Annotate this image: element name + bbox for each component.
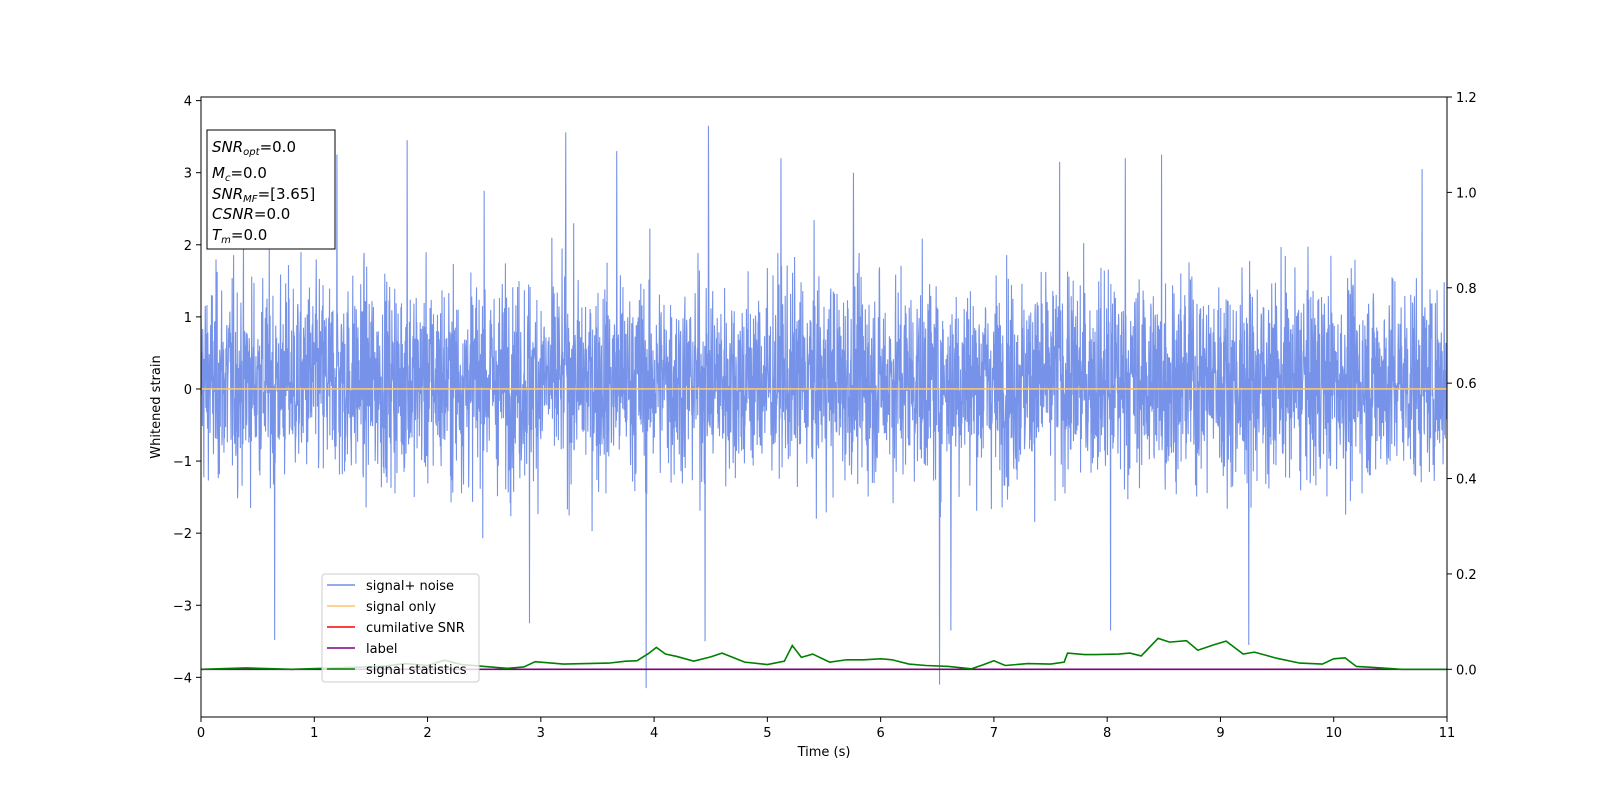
x-tick-label: 8 bbox=[1103, 726, 1111, 741]
info-symbol: M bbox=[212, 164, 225, 182]
y-tick-label: 0 bbox=[184, 383, 192, 398]
legend-label: signal only bbox=[366, 600, 436, 615]
y2-tick-label: 1.2 bbox=[1456, 91, 1477, 106]
y2-tick-label: 0.2 bbox=[1456, 568, 1477, 583]
info-box-line: Mc=0.0 bbox=[212, 164, 267, 184]
info-box: SNRopt=0.0Mc=0.0SNRMF=[3.65]CSNR=0.0Tm=0… bbox=[206, 129, 336, 250]
info-value: =0.0 bbox=[254, 205, 290, 223]
info-value: =0.0 bbox=[230, 164, 266, 182]
x-axis-title: Time (s) bbox=[797, 745, 851, 760]
x-tick-label: 10 bbox=[1325, 726, 1342, 741]
info-subscript: c bbox=[225, 173, 231, 184]
info-value: =0.0 bbox=[260, 138, 296, 156]
legend-frame bbox=[321, 573, 480, 683]
info-box-frame bbox=[206, 129, 336, 250]
x-tick-label: 0 bbox=[197, 726, 205, 741]
y-axis-left: −4 −3 −2 −1 0 1 2 3 4 bbox=[173, 95, 201, 686]
y-tick-label: 3 bbox=[184, 167, 192, 182]
y-tick-label: −1 bbox=[173, 455, 192, 470]
info-subscript: m bbox=[221, 235, 231, 246]
x-tick-label: 1 bbox=[310, 726, 318, 741]
y-axis-title: Whitened strain bbox=[149, 355, 164, 458]
plot-area-frame bbox=[200, 96, 1448, 718]
x-tick-label: 4 bbox=[650, 726, 658, 741]
x-tick-label: 3 bbox=[537, 726, 545, 741]
info-value: =0.0 bbox=[231, 226, 267, 244]
x-tick-label: 7 bbox=[990, 726, 998, 741]
y-tick-label: −3 bbox=[173, 599, 192, 614]
y2-tick-label: 0.4 bbox=[1456, 473, 1477, 488]
info-symbol: SNR bbox=[212, 185, 243, 203]
y2-tick-label: 0.6 bbox=[1456, 377, 1477, 392]
x-tick-label: 9 bbox=[1216, 726, 1224, 741]
x-axis: 0 1 2 3 4 5 6 7 8 9 10 11 bbox=[197, 717, 1455, 741]
y2-tick-label: 0.8 bbox=[1456, 282, 1477, 297]
legend-label: signal+ noise bbox=[366, 579, 454, 594]
info-box-line: SNRopt=0.0 bbox=[212, 138, 296, 158]
info-symbol: T bbox=[212, 226, 223, 244]
x-tick-label: 2 bbox=[423, 726, 431, 741]
legend-label: cumilative SNR bbox=[366, 621, 465, 636]
y2-tick-label: 1.0 bbox=[1456, 186, 1477, 201]
y-tick-label: 2 bbox=[184, 239, 192, 254]
y-tick-label: −2 bbox=[173, 527, 192, 542]
info-subscript: MF bbox=[243, 194, 258, 205]
series-signal-statistics-line bbox=[201, 637, 1447, 671]
y-axis-right: 0.0 0.2 0.4 0.6 0.8 1.0 1.2 bbox=[1447, 91, 1477, 678]
y-tick-label: 1 bbox=[184, 311, 192, 326]
y-tick-label: 4 bbox=[184, 95, 192, 110]
y-tick-label: −4 bbox=[173, 671, 192, 686]
info-symbol: SNR bbox=[212, 138, 243, 156]
info-box-line: CSNR=0.0 bbox=[212, 205, 290, 223]
info-box-line: SNRMF=[3.65] bbox=[212, 185, 315, 205]
legend-label: label bbox=[366, 642, 397, 657]
info-box-line: Tm=0.0 bbox=[212, 226, 267, 246]
x-tick-label: 6 bbox=[876, 726, 884, 741]
x-tick-label: 11 bbox=[1439, 726, 1456, 741]
legend-label: signal statistics bbox=[366, 663, 467, 678]
y2-tick-label: 0.0 bbox=[1456, 663, 1477, 678]
info-value: =[3.65] bbox=[258, 185, 316, 203]
x-tick-label: 5 bbox=[763, 726, 771, 741]
info-symbol: CSNR bbox=[212, 205, 254, 223]
info-subscript: opt bbox=[243, 147, 260, 158]
legend: signal+ noise signal only cumilative SNR la… bbox=[321, 573, 480, 683]
